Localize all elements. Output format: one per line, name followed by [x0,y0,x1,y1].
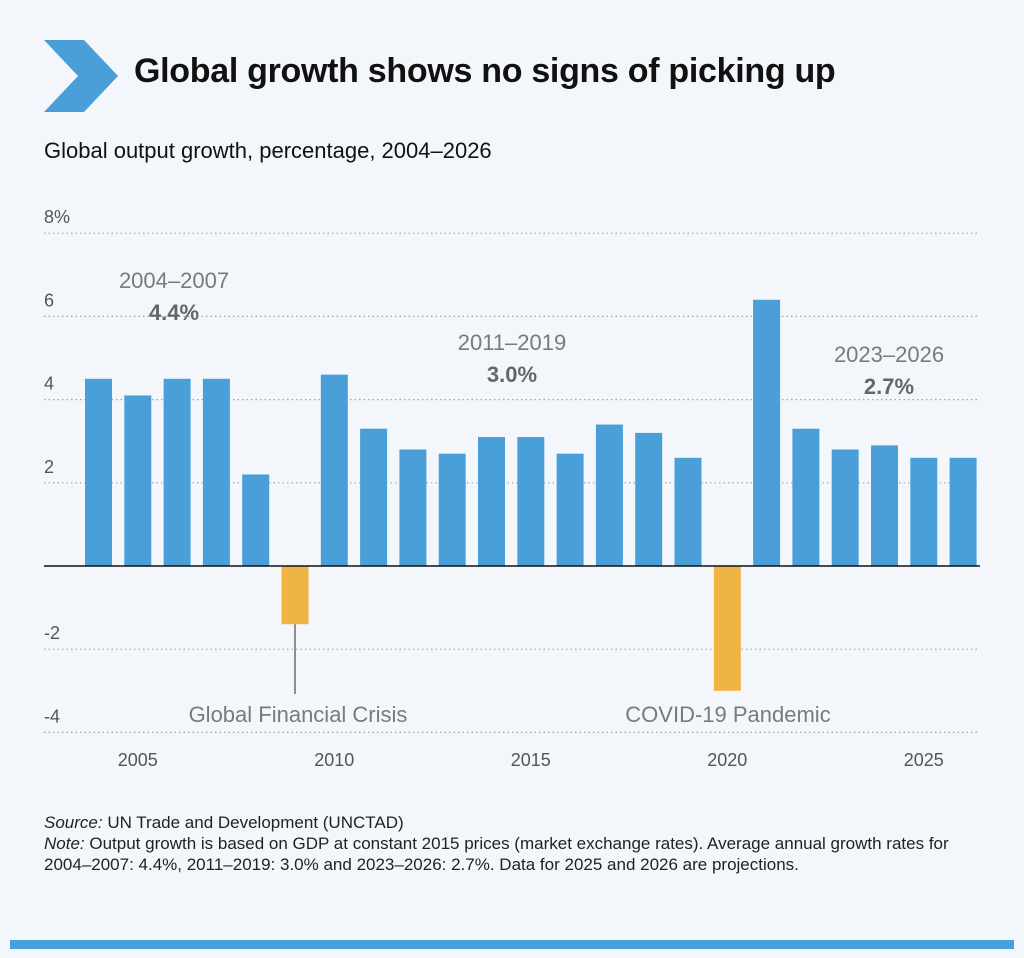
bar-2016 [556,453,584,566]
header: Global growth shows no signs of picking … [0,0,1024,120]
period-label: 2023–2026 [834,342,944,367]
event-label-gfc: Global Financial Crisis [189,702,408,727]
bar-2025 [910,457,938,566]
bar-2023 [831,449,859,566]
source-label: Source: [44,813,103,832]
y-tick-label: 8% [44,207,70,227]
event-label-covid: COVID-19 Pandemic [625,702,830,727]
bottom-accent-bar [10,940,1014,949]
bar-2009 [281,566,309,625]
bar-2015 [517,437,545,566]
y-tick-label: -2 [44,623,60,643]
bar-2013 [438,453,466,566]
period-average: 2.7% [864,374,914,399]
source-line: Source: UN Trade and Development (UNCTAD… [44,812,984,833]
bar-2017 [595,424,623,566]
bar-2021 [753,299,781,566]
bar-2008 [242,474,270,566]
note-text: Output growth is based on GDP at constan… [44,834,949,874]
bar-2004 [85,378,112,566]
note-label: Note: [44,834,85,853]
bar-2022 [792,428,820,566]
bar-2006 [163,378,191,566]
chevron-right-icon [44,40,118,112]
bar-2005 [124,395,152,566]
bar-2012 [399,449,427,566]
bar-2019 [674,457,702,566]
source-text: UN Trade and Development (UNCTAD) [102,813,404,832]
x-tick-label: 2010 [314,750,354,770]
bar-2014 [478,437,505,566]
chart-subtitle: Global output growth, percentage, 2004–2… [44,138,492,163]
bar-2018 [635,432,663,566]
footer: Source: UN Trade and Development (UNCTAD… [44,812,984,875]
bar-2020 [713,566,741,691]
y-tick-label: 6 [44,290,54,310]
x-tick-label: 2025 [904,750,944,770]
x-tick-label: 2020 [707,750,747,770]
page-title: Global growth shows no signs of picking … [134,52,836,90]
bar-chart: 8% 6 4 2 -2 -4 2005 2010 2015 2020 2025 2004–2007 4.… [44,207,980,770]
note-line: Note: Output growth is based on GDP at c… [44,833,984,875]
bar-2007 [202,378,230,566]
x-tick-label: 2005 [118,750,158,770]
period-label: 2011–2019 [458,330,567,355]
y-tick-label: 4 [44,374,54,394]
period-label: 2004–2007 [119,268,229,293]
period-average: 4.4% [149,300,199,325]
bar-2024 [871,445,898,566]
x-tick-label: 2015 [511,750,551,770]
y-tick-label: -4 [44,706,60,726]
bar-2010 [320,374,348,566]
bar-2026 [949,457,977,566]
period-average: 3.0% [487,362,537,387]
bar-2011 [360,428,388,566]
y-tick-label: 2 [44,457,54,477]
